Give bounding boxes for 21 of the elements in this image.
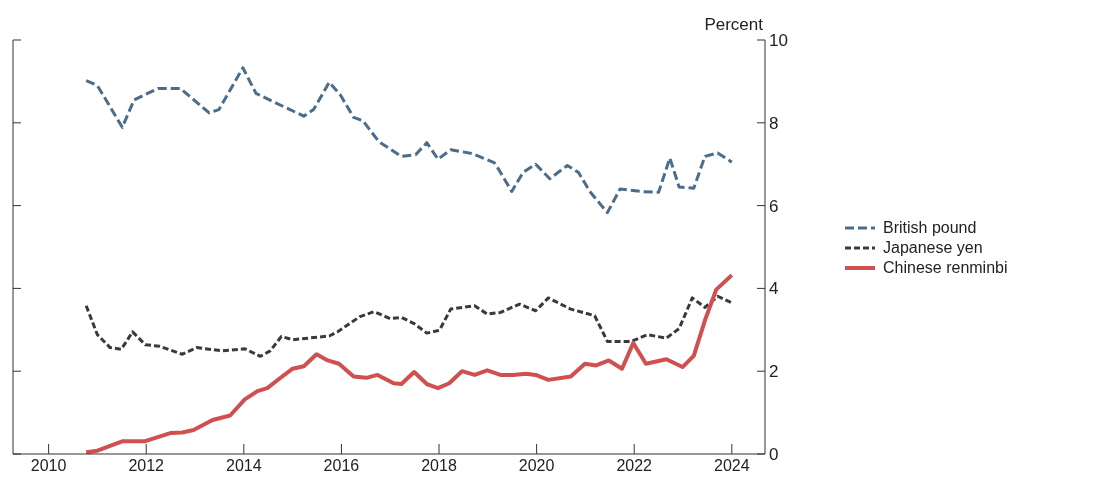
y-tick-label: 0 bbox=[769, 445, 779, 465]
x-tick-label: 2016 bbox=[323, 457, 360, 475]
y-tick-label: 4 bbox=[769, 279, 779, 299]
y-tick-label: 10 bbox=[769, 31, 788, 51]
x-tick-label: 2012 bbox=[128, 457, 165, 475]
line-series bbox=[84, 66, 734, 215]
x-tick-label: 2010 bbox=[30, 457, 67, 475]
y-tick-label: 6 bbox=[769, 196, 779, 216]
x-tick-label: 2014 bbox=[226, 457, 262, 475]
line-series bbox=[84, 294, 734, 358]
x-tick-label: 2018 bbox=[421, 457, 457, 475]
legend-label: Chinese renminbi bbox=[883, 259, 1008, 277]
legend-label: Japanese yen bbox=[883, 239, 983, 257]
y-axis-title: Percent bbox=[704, 15, 764, 34]
line-series bbox=[84, 273, 734, 454]
legend-label: British pound bbox=[883, 219, 977, 237]
y-tick-label: 8 bbox=[769, 113, 779, 133]
y-tick-label: 2 bbox=[769, 362, 779, 382]
x-tick-label: 2020 bbox=[518, 457, 555, 475]
x-tick-label: 2022 bbox=[616, 457, 653, 475]
x-tick-label: 2024 bbox=[714, 457, 750, 475]
